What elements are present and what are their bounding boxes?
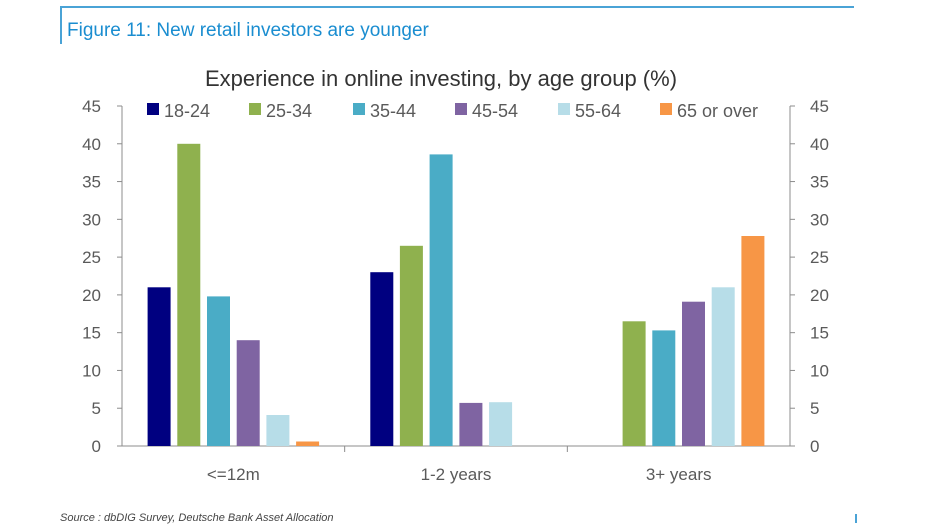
legend-swatch: [558, 103, 570, 115]
y-tick-label-left: 30: [82, 210, 101, 229]
axes: 0 0 5 5 10 10 15 15 20 20 25 25 30 30 35 35 40 40 45 45 <=12…: [82, 97, 829, 484]
legend-swatch: [455, 103, 467, 115]
bar-25-34-1: [399, 245, 423, 446]
bar-55-64-0: [266, 415, 290, 446]
legend-label: 18-24: [164, 101, 210, 121]
x-tick-label: <=12m: [207, 465, 260, 484]
y-tick-label-right: 25: [810, 248, 829, 267]
legend-label: 35-44: [370, 101, 416, 121]
figure-title: Figure 11: New retail investors are youn…: [67, 20, 429, 41]
y-tick-label-left: 35: [82, 173, 101, 192]
y-tick-label-right: 35: [810, 173, 829, 192]
legend-swatch: [660, 103, 672, 115]
y-tick-label-right: 20: [810, 286, 829, 305]
legend-label: 55-64: [575, 101, 621, 121]
header-top-rule: [60, 6, 854, 8]
legend: 18-24 25-34 35-44 45-54 55-64 65 or over: [147, 101, 758, 121]
bar-35-44-1: [429, 154, 453, 446]
figure-header: Figure 11: New retail investors are youn…: [60, 6, 854, 44]
y-tick-label-left: 15: [82, 324, 101, 343]
y-tick-label-left: 20: [82, 286, 101, 305]
bar-35-44-2: [652, 330, 676, 446]
header-side-rule: [60, 6, 62, 44]
bar-65-or-over-2: [741, 236, 765, 446]
y-tick-label-right: 15: [810, 324, 829, 343]
bar-65-or-over-0: [296, 441, 320, 446]
bars: [147, 143, 765, 447]
bar-55-64-2: [711, 287, 735, 446]
bar-25-34-0: [177, 143, 201, 447]
bar-45-54-2: [682, 301, 705, 446]
legend-swatch: [147, 103, 159, 115]
y-tick-label-right: 30: [810, 210, 829, 229]
y-tick-label-left: 40: [82, 135, 101, 154]
legend-swatch: [249, 103, 261, 115]
bar-18-24-0: [147, 287, 171, 446]
y-tick-label-left: 10: [82, 361, 101, 380]
bar-35-44-0: [207, 296, 230, 446]
x-tick-label: 1-2 years: [421, 465, 492, 484]
y-tick-label-left: 5: [92, 399, 101, 418]
legend-swatch: [353, 103, 365, 115]
legend-label: 25-34: [266, 101, 312, 121]
bar-45-54-0: [236, 340, 260, 446]
bar-25-34-2: [622, 321, 646, 446]
y-tick-label-right: 5: [810, 399, 819, 418]
footer-rule: [855, 514, 857, 523]
y-tick-label-right: 40: [810, 135, 829, 154]
y-tick-label-right: 0: [810, 437, 819, 456]
y-tick-label-left: 25: [82, 248, 101, 267]
y-tick-label-left: 0: [92, 437, 101, 456]
bar-18-24-1: [370, 272, 394, 446]
bar-55-64-1: [489, 402, 513, 446]
y-tick-label-left: 45: [82, 97, 101, 116]
y-tick-label-right: 45: [810, 97, 829, 116]
y-tick-label-right: 10: [810, 361, 829, 380]
x-tick-label: 3+ years: [646, 465, 712, 484]
bar-45-54-1: [459, 402, 483, 446]
source-note: Source : dbDIG Survey, Deutsche Bank Ass…: [60, 512, 334, 524]
legend-label: 45-54: [472, 101, 518, 121]
chart-title: Experience in online investing, by age g…: [205, 66, 677, 91]
legend-label: 65 or over: [677, 101, 758, 121]
